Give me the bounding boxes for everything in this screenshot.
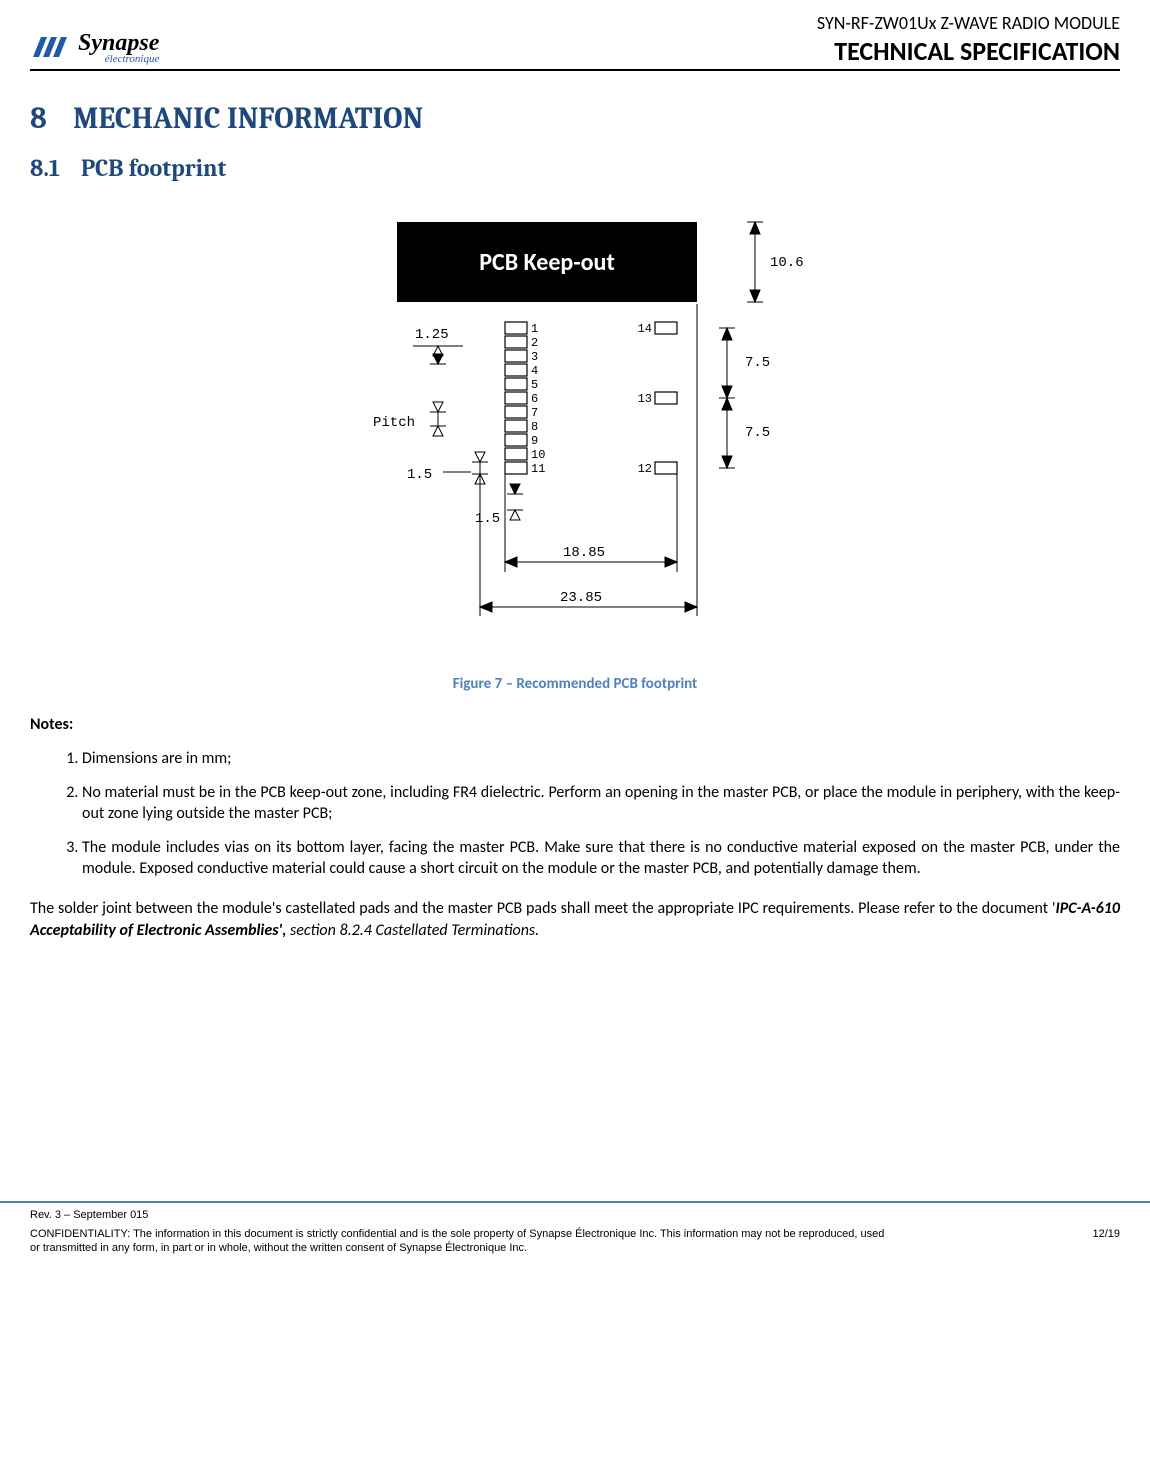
confidentiality-text: CONFIDENTIALITY: The information in this… (30, 1227, 890, 1256)
figure-caption: Figure 7 – Recommended PCB footprint (30, 675, 1120, 693)
pad-num: 12 (638, 462, 652, 476)
subsection-title: PCB footprint (81, 154, 226, 182)
pad-num: 2 (531, 336, 538, 350)
doc-title: TECHNICAL SPECIFICATION (817, 35, 1120, 68)
dim-1-5a: 1.5 (407, 467, 432, 483)
pad-num: 1 (531, 322, 538, 336)
note-item: No material must be in the PCB keep-out … (82, 782, 1120, 825)
page-number: 12/19 (1092, 1227, 1120, 1256)
logo: Synapse électronique (30, 27, 159, 67)
dim-23-85: 23.85 (560, 590, 602, 606)
pitch-label: Pitch (373, 415, 415, 431)
dim-7-5a: 7.5 (745, 355, 770, 371)
subsection-num: 8.1 (30, 154, 60, 182)
section-num: 8 (30, 101, 47, 136)
pad-num: 6 (531, 392, 538, 406)
pad-num: 11 (531, 462, 545, 476)
dim-1-5b: 1.5 (475, 511, 500, 527)
page-footer: Rev. 3 – September 015 CONFIDENTIALITY: … (0, 1201, 1150, 1270)
pad-num: 14 (638, 322, 652, 336)
notes-label: Notes: (30, 715, 1120, 734)
dim-18-85: 18.85 (563, 545, 605, 561)
pad-num: 5 (531, 378, 538, 392)
para-pre: The solder joint between the module's ca… (30, 899, 1056, 918)
header-right: SYN-RF-ZW01Ux Z-WAVE RADIO MODULE TECHNI… (817, 12, 1120, 67)
logo-mark-icon (30, 27, 74, 67)
section-title: MECHANIC INFORMATION (73, 101, 423, 136)
figure-pcb-footprint: PCB Keep-out 10.6 (30, 212, 1120, 693)
revision-text: Rev. 3 – September 015 (30, 1209, 1120, 1221)
pad-num: 8 (531, 420, 538, 434)
dim-7-5b: 7.5 (745, 425, 770, 441)
pad-num: 9 (531, 434, 538, 448)
note-item: Dimensions are in mm; (82, 748, 1120, 770)
subsection-heading: 8.1 PCB footprint (30, 154, 1120, 182)
solder-paragraph: The solder joint between the module's ca… (30, 898, 1120, 941)
pad-col-left (505, 322, 527, 474)
doc-code: SYN-RF-ZW01Ux Z-WAVE RADIO MODULE (817, 12, 1120, 35)
pad-col-right (655, 322, 677, 474)
note-item: The module includes vias on its bottom l… (82, 837, 1120, 880)
pad-num: 10 (531, 448, 545, 462)
page-header: Synapse électronique SYN-RF-ZW01Ux Z-WAV… (30, 12, 1120, 71)
pad-num: 3 (531, 350, 538, 364)
pad-num: 4 (531, 364, 538, 378)
section-heading: 8 MECHANIC INFORMATION (30, 101, 1120, 136)
notes-list: Dimensions are in mm; No material must b… (30, 748, 1120, 880)
section-reference: section 8.2.4 Castellated Terminations. (286, 921, 539, 940)
pad-num: 7 (531, 406, 538, 420)
dim-10-6: 10.6 (770, 255, 804, 271)
keepout-label: PCB Keep-out (479, 248, 615, 277)
dim-1-25: 1.25 (415, 327, 449, 343)
pad-num: 13 (638, 392, 652, 406)
